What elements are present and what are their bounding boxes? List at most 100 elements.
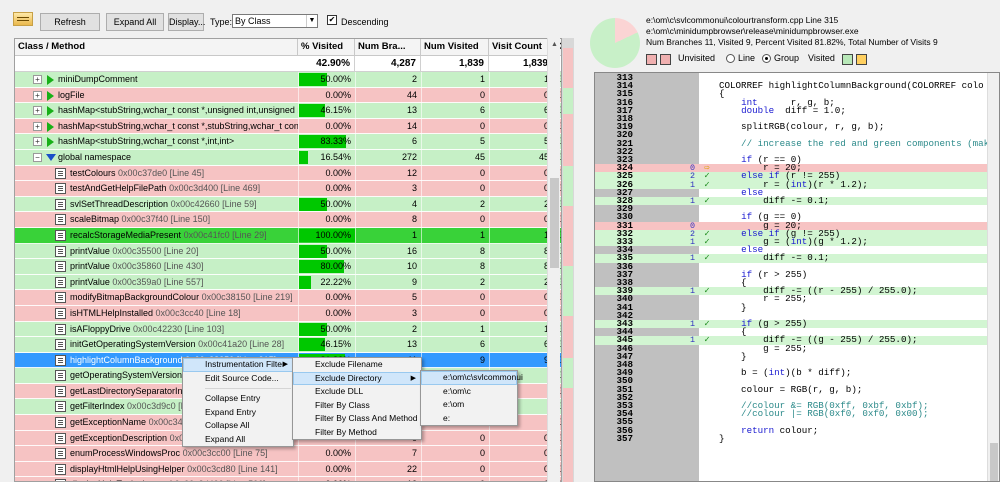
code-line[interactable]: 319 splitRGB(colour, r, g, b); xyxy=(595,122,999,132)
group-radio[interactable] xyxy=(762,54,771,63)
code-line[interactable]: 352 xyxy=(595,393,999,403)
code-line[interactable]: 340 r = 255; xyxy=(595,294,999,304)
code-line[interactable]: 315 { xyxy=(595,89,999,99)
code-line[interactable]: 335 1 ✓ diff -= 0.1; xyxy=(595,253,999,263)
code-line[interactable]: 333 1 ✓ g = (int)(g * 1.2); xyxy=(595,237,999,247)
table-row[interactable]: enumProcessWindowsProc 0x00c3cc00 [Line … xyxy=(15,446,561,462)
col-num-branches[interactable]: Num Bra... xyxy=(355,39,421,56)
coverage-overview-strip[interactable] xyxy=(562,38,574,482)
table-row[interactable]: displayHelpTopic_internal 0x00c3d400 [Li… xyxy=(15,477,561,481)
expand-icon[interactable]: + xyxy=(33,106,42,116)
code-line[interactable]: 343 1 ✓ if (g > 255) xyxy=(595,319,999,329)
code-line[interactable]: 323 if (r == 0) xyxy=(595,155,999,165)
code-line[interactable]: 317 double diff = 1.0; xyxy=(595,106,999,116)
code-line[interactable]: 341 } xyxy=(595,302,999,312)
prev-unvisited-icon[interactable] xyxy=(646,54,657,65)
collapse-icon[interactable]: − xyxy=(33,152,42,162)
table-row[interactable]: printValue 0x00c35860 [Line 430] 80.00% 10… xyxy=(15,259,561,275)
menu-dir-om-c[interactable]: e:\om\c xyxy=(443,385,471,396)
code-line[interactable]: 332 2 ✓ else if (g != 255) xyxy=(595,229,999,238)
expand-icon[interactable]: + xyxy=(33,90,42,100)
code-line[interactable]: 354 //colour |= RGB(0xf0, 0xf0, 0x00); xyxy=(595,409,999,419)
code-line[interactable]: 356 return colour; xyxy=(595,425,999,435)
code-line[interactable]: 328 1 ✓ diff -= 0.1; xyxy=(595,196,999,206)
code-line[interactable]: 324 0 ⇨ r = 20; xyxy=(595,163,999,173)
code-line[interactable]: 349 b = (int)(b * diff); xyxy=(595,368,999,378)
table-row[interactable]: isAFloppyDrive 0x00c42230 [Line 103] 50.0… xyxy=(15,321,561,338)
table-row[interactable]: + hashMap<stubString,wchar_t const *,unsi… xyxy=(15,103,561,119)
table-row[interactable]: testColours 0x00c37de0 [Line 45] 0.00% 12 0… xyxy=(15,165,561,182)
table-row[interactable]: + hashMap<stubString,wchar_t const *,stub… xyxy=(15,118,561,135)
table-row[interactable]: isHTMLHelpInstalled 0x00c3cc40 [Line 18]… xyxy=(15,305,561,322)
code-line[interactable]: 347 } xyxy=(595,352,999,362)
code-line[interactable]: 326 1 ✓ r = (int)(r * 1.2); xyxy=(595,179,999,189)
code-line[interactable]: 314 COLORREF highlightColumnBackground(CO… xyxy=(595,81,999,91)
code-line[interactable]: 322 xyxy=(595,147,999,157)
col-class-method[interactable]: Class / Method xyxy=(15,39,298,56)
table-row[interactable]: +logFile 0.00%4400E xyxy=(15,87,561,104)
code-line[interactable]: 320 xyxy=(595,130,999,140)
code-scrollbar-thumb[interactable] xyxy=(990,443,998,481)
code-line[interactable]: 338 { xyxy=(595,278,999,288)
menu-exclude-directory[interactable]: Exclude Directory ▶ xyxy=(293,371,421,385)
table-row[interactable]: svlSetThreadDescription 0x00c42660 [Line… xyxy=(15,196,561,213)
menu-instrumentation-filter[interactable]: Instrumentation Filter ▶ xyxy=(183,358,293,372)
menu-expand-entry[interactable]: Expand Entry xyxy=(205,406,257,417)
menu-dir-svlcommonui[interactable]: e:\om\c\svlcommonui xyxy=(421,371,523,385)
code-line[interactable]: 351 colour = RGB(r, g, b); xyxy=(595,384,999,394)
menu-filter-by-method[interactable]: Filter By Method xyxy=(315,426,377,437)
table-row[interactable]: scaleBitmap 0x00c37f40 [Line 150] 0.00% 8 0… xyxy=(15,212,561,228)
line-radio[interactable] xyxy=(726,54,735,63)
expand-icon[interactable]: + xyxy=(33,75,42,84)
code-line[interactable]: 355 xyxy=(595,417,999,427)
code-scrollbar[interactable] xyxy=(987,73,999,481)
col-visit-count[interactable]: Visit Count xyxy=(489,39,553,56)
table-row[interactable]: + hashMap<stubString,wchar_t const *,int,… xyxy=(15,134,561,150)
code-line[interactable]: 342 xyxy=(595,311,999,321)
menu-collapse-all[interactable]: Collapse All xyxy=(205,420,250,430)
type-select[interactable]: By Class ▼ xyxy=(232,14,318,28)
report-icon[interactable] xyxy=(13,12,33,26)
code-line[interactable]: 344 { xyxy=(595,327,999,337)
col-num-visited[interactable]: Num Visited xyxy=(421,39,489,56)
scrollbar-thumb[interactable] xyxy=(550,178,559,268)
table-row[interactable]: printValue 0x00c359a0 [Line 557] 22.22% 9 2… xyxy=(15,274,561,291)
code-line[interactable]: 313 xyxy=(595,73,999,82)
menu-filter-by-class[interactable]: Filter By Class xyxy=(315,399,370,410)
menu-filter-by-class-method[interactable]: Filter By Class And Method xyxy=(315,413,418,423)
code-line[interactable]: 325 2 ✓ else if (r != 255) xyxy=(595,171,999,181)
next-visited-icon[interactable] xyxy=(856,54,867,65)
code-line[interactable]: 339 1 ✓ diff -= ((r - 255) / 255.0); xyxy=(595,286,999,296)
code-line[interactable]: 318 xyxy=(595,114,999,124)
code-line[interactable]: 316 int r, g, b; xyxy=(595,97,999,107)
prev-visited-icon[interactable] xyxy=(842,54,853,65)
descending-checkbox[interactable]: ✔ xyxy=(327,15,337,25)
code-line[interactable]: 334 else xyxy=(595,245,999,255)
next-unvisited-icon[interactable] xyxy=(660,54,671,65)
table-row[interactable]: −global namespace 16.54%2724545E xyxy=(15,149,561,166)
table-row[interactable]: printValue 0x00c35500 [Line 20] 50.00% 16 8… xyxy=(15,243,561,260)
code-line[interactable]: 357} xyxy=(595,434,999,444)
code-line[interactable]: 353 //colour &= RGB(0xff, 0xbf, 0xbf); xyxy=(595,401,999,411)
code-line[interactable]: 350 xyxy=(595,376,999,386)
menu-edit-source[interactable]: Edit Source Code... xyxy=(205,372,279,383)
source-code-view[interactable]: 313 314 COLORREF highlightColumnBackground… xyxy=(594,72,1000,482)
menu-exclude-filename[interactable]: Exclude Filename xyxy=(315,359,383,369)
table-row[interactable]: +miniDumpComment 50.00%211E xyxy=(15,72,561,88)
code-line[interactable]: 336 xyxy=(595,261,999,271)
menu-expand-all[interactable]: Expand All xyxy=(205,433,246,444)
expand-all-button[interactable]: Expand All xyxy=(106,13,164,31)
code-line[interactable]: 345 1 ✓ diff -= ((g - 255) / 255.0); xyxy=(595,335,999,345)
code-line[interactable]: 346 g = 255; xyxy=(595,343,999,353)
menu-dir-om[interactable]: e:\om xyxy=(443,399,465,409)
code-line[interactable]: 329 xyxy=(595,204,999,214)
refresh-button[interactable]: Refresh xyxy=(40,13,100,31)
menu-collapse-entry[interactable]: Collapse Entry xyxy=(205,393,261,403)
code-line[interactable]: 348 xyxy=(595,360,999,370)
col-pct-visited[interactable]: % Visited xyxy=(298,39,355,56)
table-row[interactable]: initGetOperatingSystemVersion 0x00c41a20… xyxy=(15,337,561,353)
expand-icon[interactable]: + xyxy=(33,137,42,147)
table-row[interactable]: modifyBitmapBackgroundColour 0x00c38150 … xyxy=(15,290,561,306)
display-button[interactable]: Display... xyxy=(168,13,205,31)
code-line[interactable]: 331 0 g = 20; xyxy=(595,220,999,230)
